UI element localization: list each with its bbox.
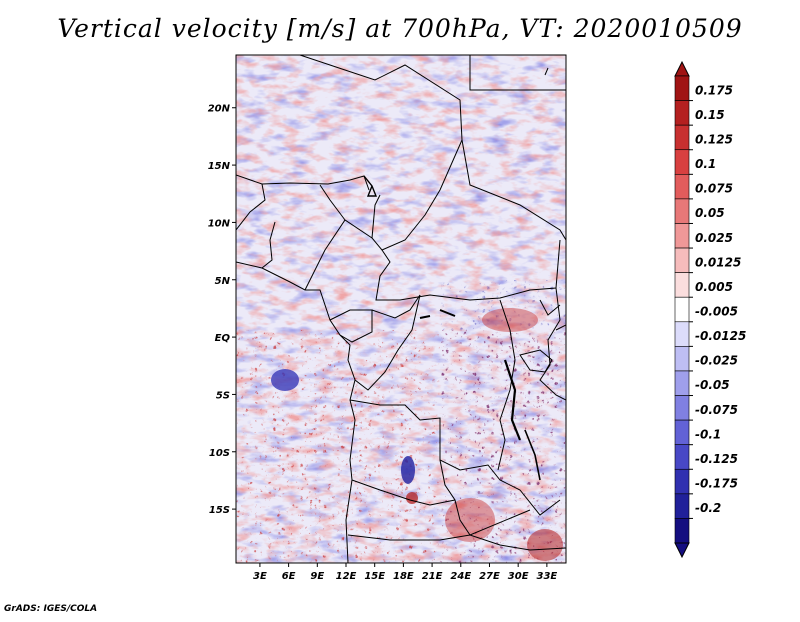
colorbar-swatch [674, 247, 690, 273]
colorbar-label: -0.0125 [695, 329, 746, 343]
colorbar-label: 0.1 [695, 157, 716, 171]
colorbar-label: 0.005 [695, 280, 733, 294]
map-frame [235, 54, 567, 564]
colorbar-label: 0.05 [695, 206, 725, 220]
colorbar-swatch [674, 321, 690, 347]
colorbar-swatch [674, 223, 690, 249]
colorbar-label: -0.05 [695, 378, 730, 392]
colorbar-swatch [674, 493, 690, 519]
lon-tick-label: 9E [310, 571, 324, 582]
colorbar-swatch [674, 75, 690, 101]
longitude-axis: 3E 6E 9E 12E 15E 18E 21E 24E 27E 30E 33E [253, 563, 557, 582]
lon-tick-label: 30E [508, 571, 529, 582]
colorbar-swatch [674, 272, 690, 298]
lat-tick-label: 5S [216, 390, 230, 401]
colorbar-label: 0.175 [695, 83, 733, 97]
colorbar-label: 0.0125 [695, 255, 741, 269]
lon-tick-label: 24E [450, 571, 471, 582]
lon-tick-label: 21E [422, 571, 443, 582]
grads-credit: GrADS: IGES/COLA [4, 604, 98, 614]
colorbar-swatch [674, 174, 690, 200]
colorbar-swatch [674, 100, 690, 126]
lon-tick-label: 33E [536, 571, 557, 582]
lon-tick-label: 12E [336, 571, 357, 582]
lon-tick-label: 3E [253, 571, 267, 582]
colorbar-swatch [674, 198, 690, 224]
vertical-velocity-field [236, 55, 566, 563]
chart-title: Vertical velocity [m/s] at 700hPa, VT: 2… [57, 14, 743, 43]
lat-tick-label: 10N [208, 218, 231, 229]
colorbar-label: -0.005 [695, 305, 738, 319]
colorbar-label: -0.2 [695, 501, 721, 515]
latitude-axis: 20N 15N 10N 5N EQ 5S 10S 15S [208, 104, 236, 516]
colorbar-swatch [674, 296, 690, 323]
colorbar-swatch [674, 149, 690, 175]
lat-tick-label: 15S [209, 505, 230, 516]
colorbar-swatch [674, 370, 690, 396]
colorbar-swatch [674, 419, 690, 445]
country-borders [236, 55, 566, 563]
lon-tick-label: 27E [479, 571, 500, 582]
colorbar-swatch [674, 395, 690, 421]
lon-tick-label: 15E [364, 571, 385, 582]
colorbar-label: 0.125 [695, 132, 733, 146]
colorbar-swatch [674, 124, 690, 151]
colorbar-label: -0.075 [695, 403, 738, 417]
colorbar-label: -0.025 [695, 354, 738, 368]
lon-tick-label: 6E [282, 571, 296, 582]
colorbar-swatch [674, 518, 690, 544]
colorbar-swatch [674, 468, 690, 495]
colorbar-swatch [674, 346, 690, 372]
lon-tick-label: 18E [393, 571, 414, 582]
colorbar-label: 0.075 [695, 182, 733, 196]
colorbar-label: 0.15 [695, 108, 725, 122]
lat-tick-label: 5N [215, 276, 231, 287]
lat-tick-label: 10S [209, 448, 230, 459]
lat-tick-label: EQ [215, 333, 231, 344]
lat-tick-label: 20N [208, 104, 231, 115]
colorbar-top-arrow [674, 60, 690, 77]
colorbar-label: -0.1 [695, 427, 721, 441]
lat-tick-label: 15N [208, 161, 231, 172]
colorbar-bottom-arrow [674, 542, 690, 559]
colorbar-label: -0.175 [695, 477, 738, 491]
colorbar: 0.175 0.15 0.125 0.1 0.075 0.05 0.025 0.0125 0.0… [674, 60, 746, 559]
colorbar-label: -0.125 [695, 452, 738, 466]
colorbar-swatch [674, 444, 690, 470]
colorbar-label: 0.025 [695, 231, 733, 245]
